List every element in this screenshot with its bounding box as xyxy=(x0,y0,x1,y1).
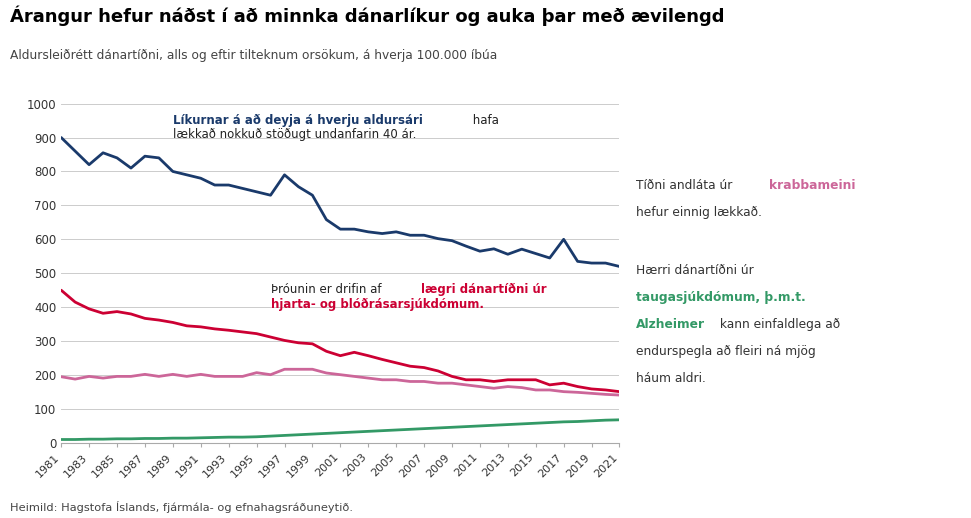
Text: endurspegla að fleiri ná mjög: endurspegla að fleiri ná mjög xyxy=(636,345,816,358)
Text: krabbameini: krabbameini xyxy=(769,179,855,192)
Text: Heimild: Hagstofa Íslands, fjármála- og efnahagsráðuneytið.: Heimild: Hagstofa Íslands, fjármála- og … xyxy=(10,501,352,513)
Text: Líkurnar á að deyja á hverju aldursári: Líkurnar á að deyja á hverju aldursári xyxy=(173,114,422,127)
Text: lægri dánartíðni úr: lægri dánartíðni úr xyxy=(421,283,547,296)
Text: Tíðni andláta úr: Tíðni andláta úr xyxy=(636,179,736,192)
Text: kann einfaldlega að: kann einfaldlega að xyxy=(716,318,840,331)
Text: Árangur hefur náðst í að minnka dánarlíkur og auka þar með ævilengd: Árangur hefur náðst í að minnka dánarlík… xyxy=(10,5,724,26)
Text: háum aldri.: háum aldri. xyxy=(636,372,706,385)
Text: lækkað nokkuð stöðugt undanfarin 40 ár.: lækkað nokkuð stöðugt undanfarin 40 ár. xyxy=(173,128,417,141)
Text: Þróunin er drifin af: Þróunin er drifin af xyxy=(271,283,385,296)
Text: hefur einnig lækkað.: hefur einnig lækkað. xyxy=(636,206,762,219)
Text: hjarta- og blóðrásarsjúkdómum.: hjarta- og blóðrásarsjúkdómum. xyxy=(271,298,484,311)
Text: hafa: hafa xyxy=(469,114,499,127)
Text: taugasjúkdómum, þ.m.t.: taugasjúkdómum, þ.m.t. xyxy=(636,291,806,304)
Text: Alzheimer: Alzheimer xyxy=(636,318,705,331)
Text: Hærri dánartíðni úr: Hærri dánartíðni úr xyxy=(636,264,753,277)
Text: Aldursleiðrétt dánartíðni, alls og eftir tilteknum orsökum, á hverja 100.000 íbú: Aldursleiðrétt dánartíðni, alls og eftir… xyxy=(10,49,497,62)
